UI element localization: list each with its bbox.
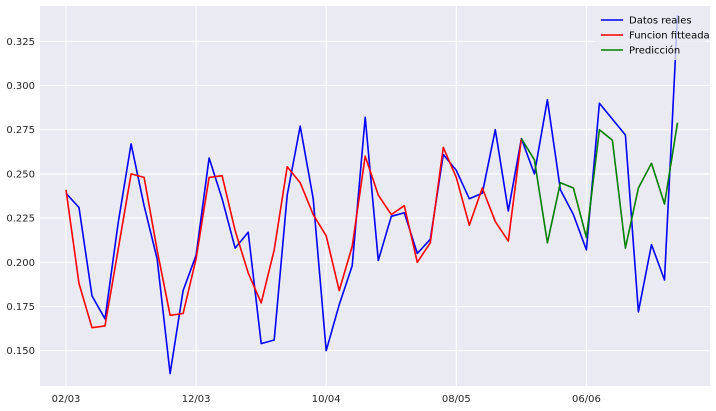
y-tick-label: 0.300 [6,81,35,92]
x-tick-label: 02/03 [52,394,81,405]
legend-entry-1: Datos reales [629,16,692,27]
grid-lines [40,6,710,386]
y-tick-label: 0.175 [6,302,35,313]
y-tick-label: 0.150 [6,346,35,357]
x-tick-label: 10/04 [312,394,341,405]
x-axis-ticks: 02/03 12/03 10/04 08/05 06/06 [52,394,601,405]
plot-area [40,6,710,386]
y-tick-label: 0.200 [6,258,35,269]
series-layer [65,14,679,375]
y-tick-label: 0.275 [6,125,35,136]
series-line-3 [520,122,679,249]
series-line-1 [65,14,679,375]
y-tick-label: 0.250 [6,169,35,180]
y-axis-ticks: 0.150 0.175 0.200 0.225 0.250 0.275 0.300 0.325 [6,37,35,357]
legend-entry-3: Predicción [629,45,680,57]
y-tick-label: 0.325 [6,37,35,48]
x-tick-label: 12/03 [182,394,211,405]
x-tick-label: 06/06 [572,394,601,405]
legend: Datos reales Funcion fitteada Predicción [595,11,710,60]
series-line-2 [65,138,523,329]
legend-entry-2: Funcion fitteada [629,31,710,42]
x-tick-label: 08/05 [442,394,471,405]
y-tick-label: 0.225 [6,214,35,225]
